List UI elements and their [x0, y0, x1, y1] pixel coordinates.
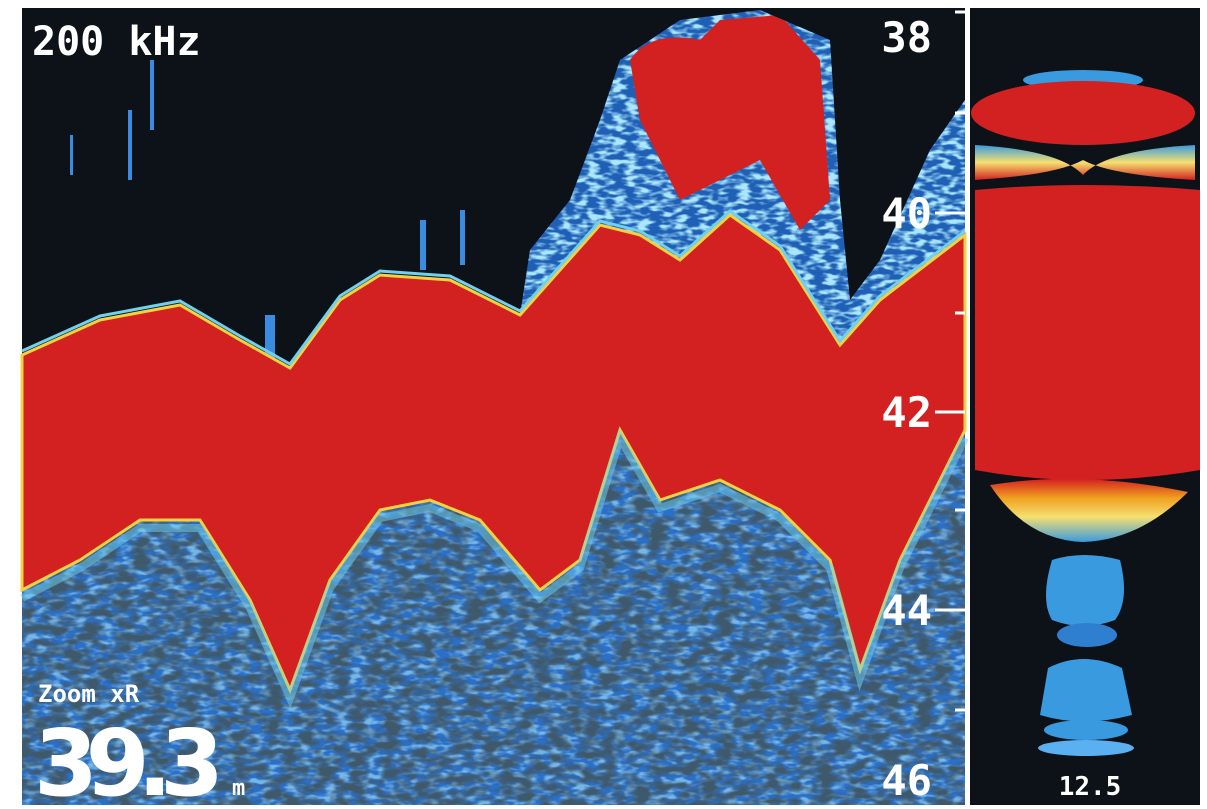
depth-label: 38 — [881, 13, 932, 62]
depth-label: 44 — [881, 586, 932, 635]
depth-unit: m — [232, 776, 245, 801]
depth-label: 40 — [881, 189, 932, 238]
zoom-label: Zoom xR — [38, 680, 140, 708]
depth-readout: 39.3 — [34, 710, 224, 809]
ascope-label: 12.5 — [1059, 772, 1122, 802]
sonar-screen: 38 40 42 44 46 200 kHz Zoom xR 39.3 m 12… — [0, 0, 1207, 809]
frequency-label: 200 kHz — [32, 19, 201, 65]
page: 38 40 42 44 46 200 kHz Zoom xR 39.3 m 12… — [0, 0, 1207, 809]
depth-label: 46 — [881, 756, 932, 805]
depth-label: 42 — [881, 388, 932, 437]
